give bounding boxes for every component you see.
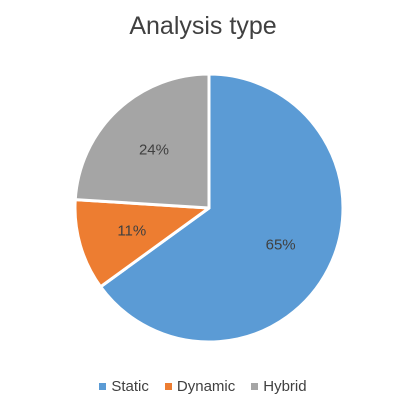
chart-title: Analysis type: [129, 12, 277, 40]
legend-item-static: Static: [99, 378, 149, 395]
data-label-dynamic: 11%: [117, 222, 146, 239]
pie-slice-dynamic: [73, 198, 211, 289]
legend-label-static: Static: [111, 378, 149, 395]
legend-swatch-hybrid: [251, 383, 259, 390]
legend-item-hybrid: Hybrid: [251, 378, 307, 395]
pie-slice-static: [99, 72, 345, 344]
data-label-static: 65%: [266, 237, 296, 254]
legend-label-dynamic: Dynamic: [176, 378, 236, 395]
data-label-hybrid: 24%: [139, 141, 169, 158]
legend-swatch-dynamic: [164, 383, 172, 390]
legend: Static Dynamic Hybrid: [0, 378, 406, 395]
pie-slice-hybrid: [73, 72, 211, 210]
legend-swatch-static: [99, 383, 107, 390]
legend-label-hybrid: Hybrid: [263, 378, 307, 395]
legend-item-dynamic: Dynamic: [164, 378, 236, 395]
